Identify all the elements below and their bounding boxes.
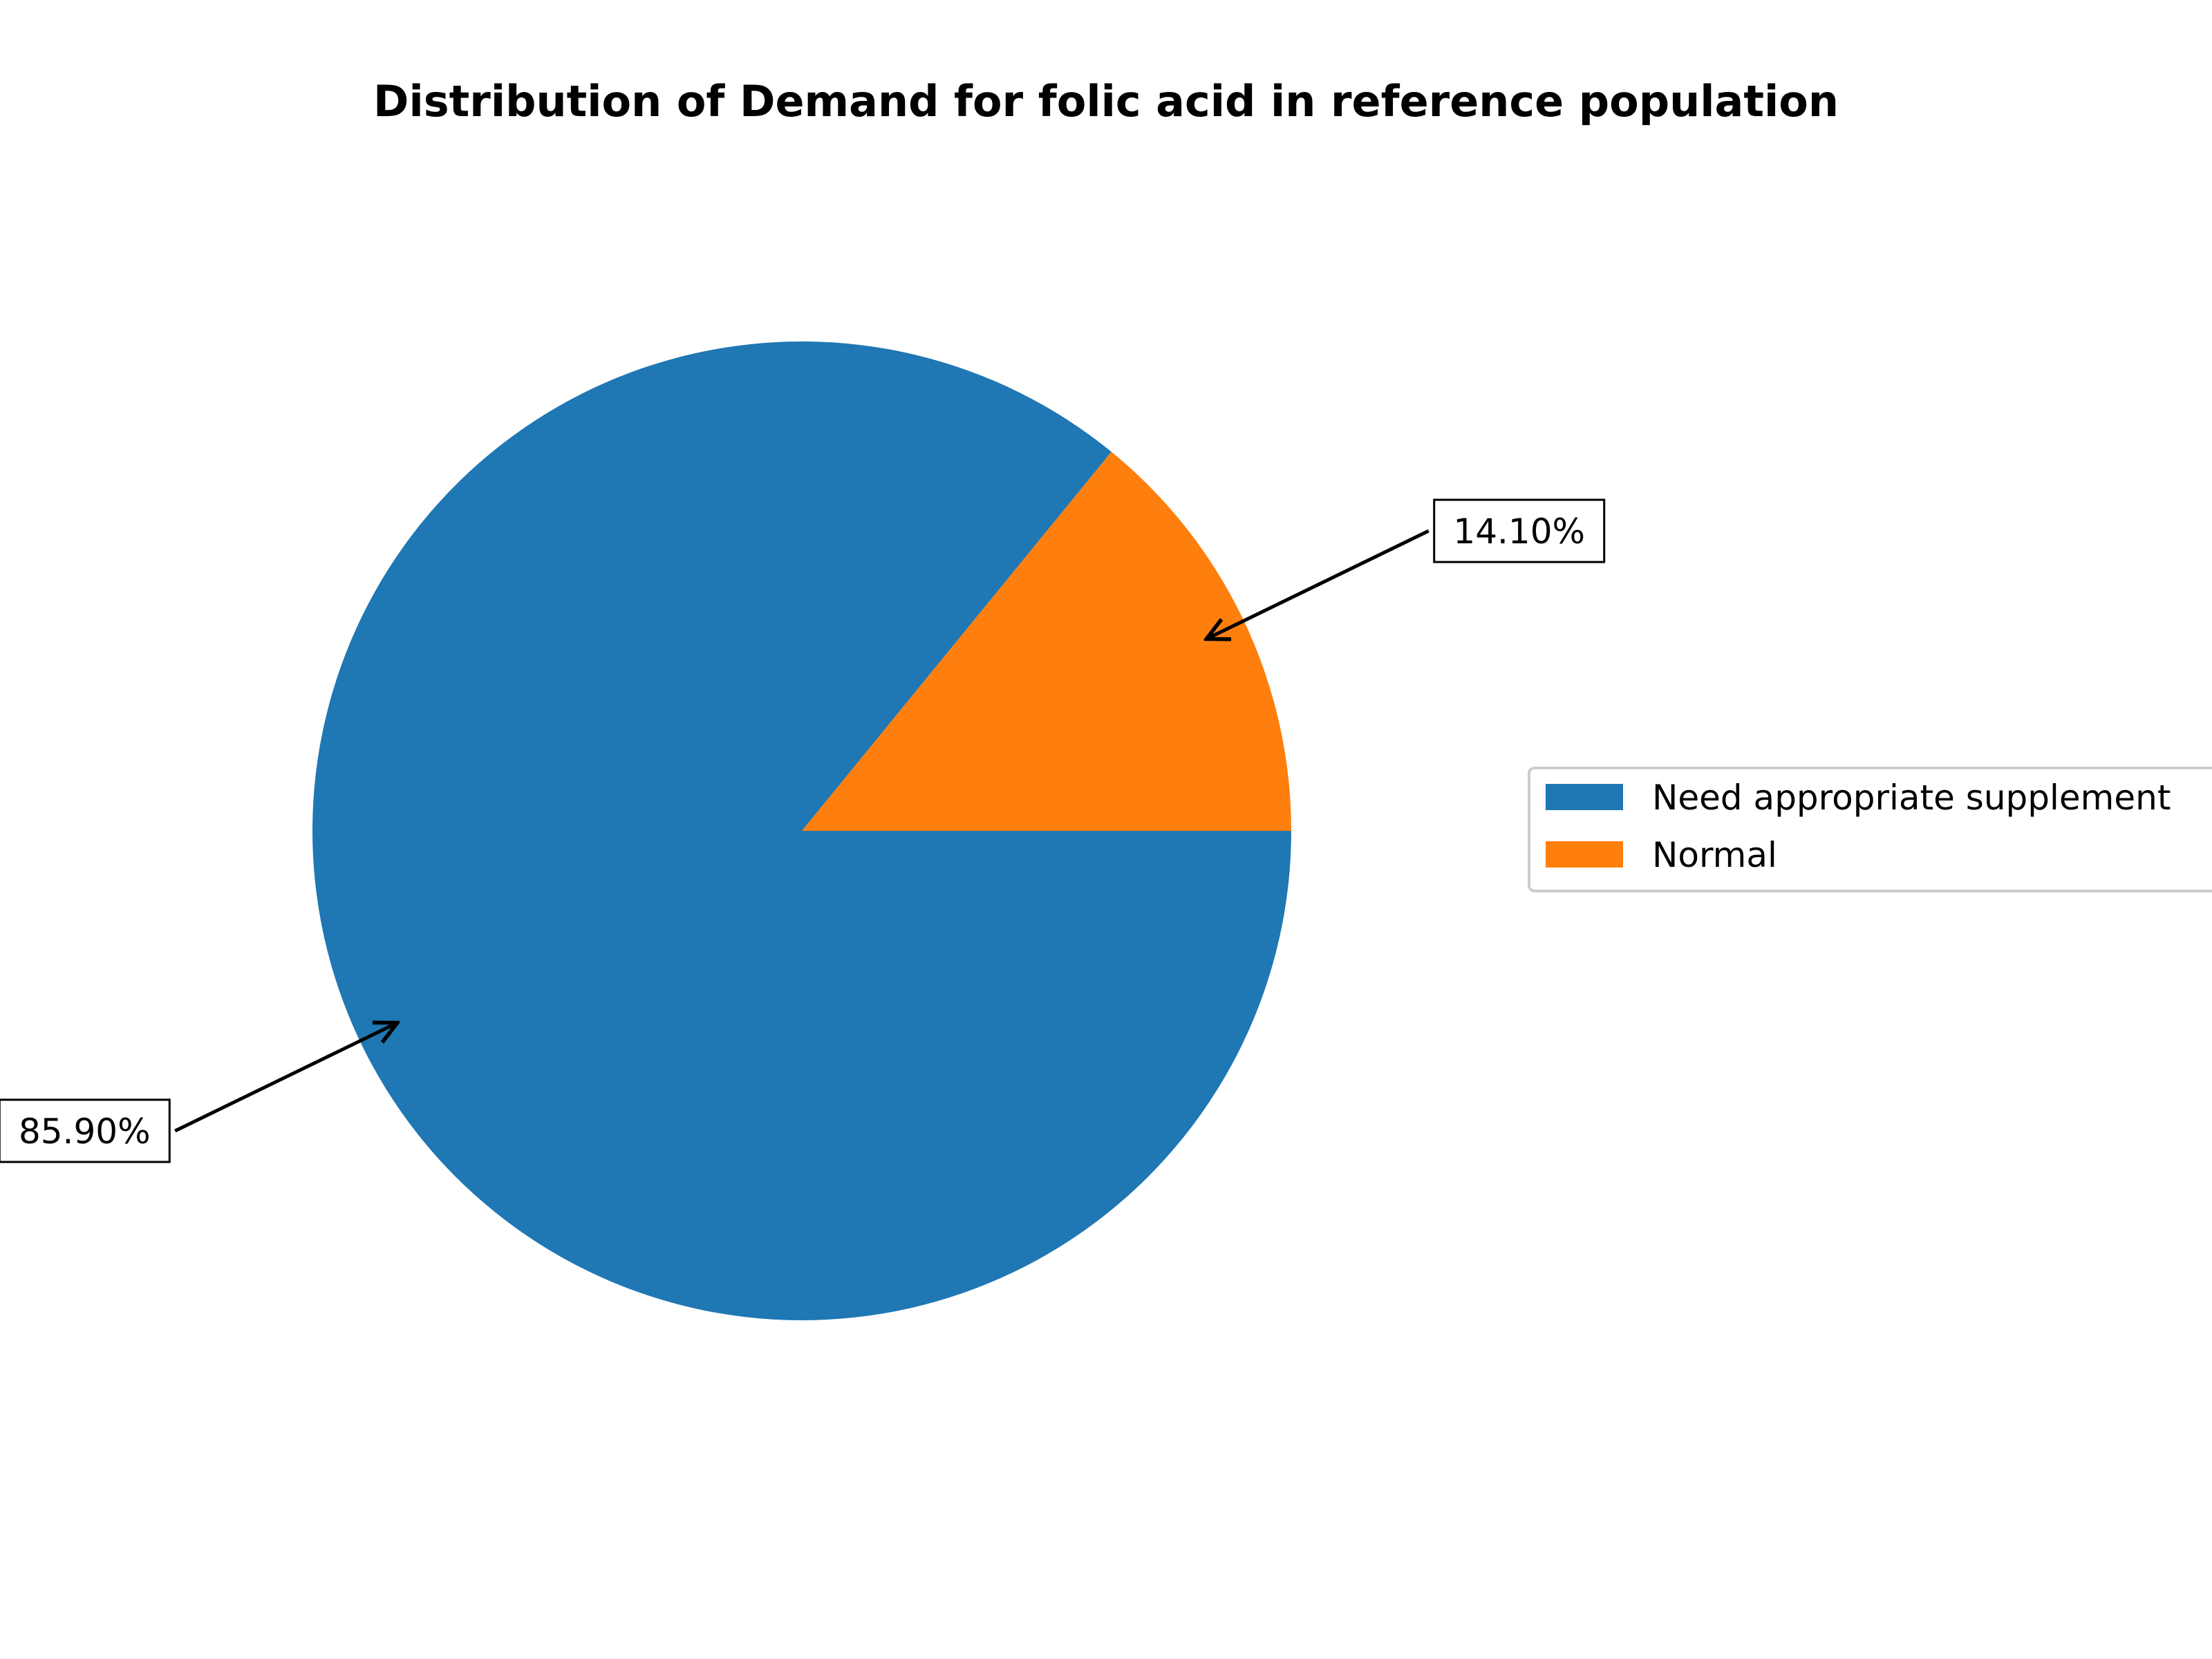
legend-swatch-1 [1546, 784, 1623, 810]
callout-arrow-2 [1206, 529, 1430, 639]
pie-slice-1 [312, 341, 1292, 1321]
legend-label-1: Need appropriate supplement [1652, 778, 2171, 818]
percentage-label-2: 14.10% [1453, 512, 1585, 552]
callout-box-1 [0, 1098, 171, 1163]
legend: Need appropriate supplement Normal [1528, 767, 2212, 892]
percentage-label-1: 85.90% [19, 1112, 151, 1152]
chart-title: Distribution of Demand for folic acid in… [373, 76, 1839, 126]
legend-frame [1528, 767, 2212, 892]
percentage-callouts: 85.90% 14.10% [0, 498, 1606, 1163]
legend-label-2: Normal [1652, 835, 1777, 875]
callout-arrow-1 [174, 1023, 397, 1133]
legend-swatch-2 [1546, 841, 1623, 868]
callout-box-2 [1433, 498, 1606, 563]
pie-slices [312, 341, 1292, 1321]
pie-slice-2 [802, 451, 1291, 831]
